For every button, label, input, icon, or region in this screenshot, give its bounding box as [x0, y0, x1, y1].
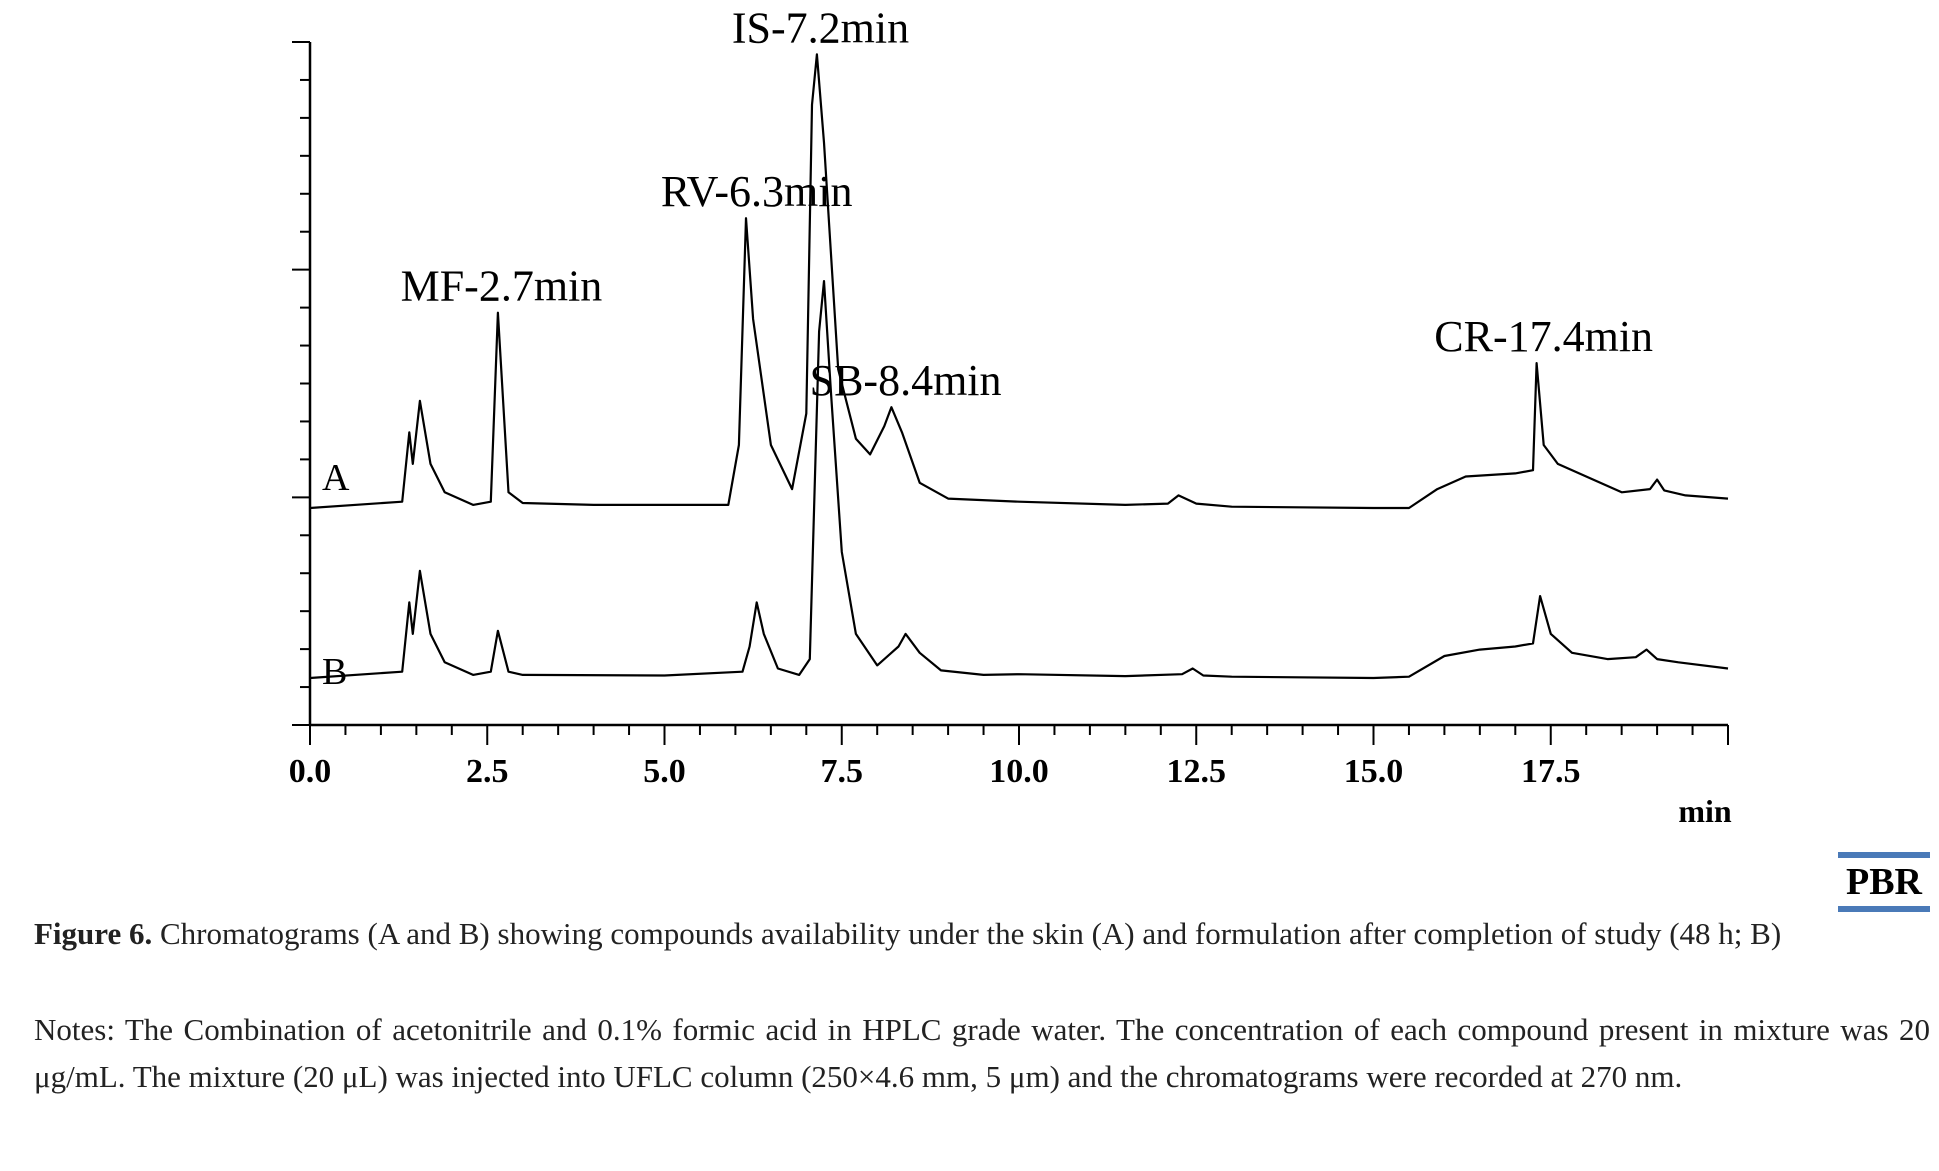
figure-notes: Notes: The Combination of acetonitrile a… [34, 1012, 1930, 1094]
trace-label-b: B [322, 651, 347, 693]
chart-traces [309, 53, 1729, 680]
x-tick-label: 10.0 [989, 753, 1049, 790]
figure-label: Figure 6. [34, 916, 153, 951]
figure-caption: Figure 6. Chromatograms (A and B) showin… [34, 910, 1930, 957]
chromatogram-chart: 0.0 2.5 5.0 7.5 10.0 12.5 15.0 17.5 min A B MF-2.7m… [289, 3, 1732, 829]
x-tick-label: 2.5 [466, 753, 509, 790]
peak-label: IS-7.2min [732, 3, 909, 52]
trace-b [309, 280, 1729, 680]
trace-label-a: A [322, 457, 350, 499]
trace-a [309, 53, 1729, 510]
peak-label: MF-2.7min [401, 262, 603, 311]
x-tick-label: 12.5 [1167, 753, 1227, 790]
x-axis-unit: min [1678, 793, 1732, 829]
figure-caption-text: Chromatograms (A and B) showing compound… [152, 916, 1782, 951]
peak-label: RV-6.3min [661, 167, 853, 216]
x-tick-label: 5.0 [643, 753, 686, 790]
peak-label: SB-8.4min [810, 356, 1002, 405]
peak-label: CR-17.4min [1434, 312, 1653, 361]
x-tick-label: 7.5 [821, 753, 864, 790]
pbr-logo: PBR [1838, 852, 1930, 912]
x-tick-label: 17.5 [1521, 753, 1581, 790]
chart-labels: 0.0 2.5 5.0 7.5 10.0 12.5 15.0 17.5 min A B MF-2.7m… [289, 3, 1732, 829]
chart-axes [292, 41, 1729, 745]
x-tick-label: 0.0 [289, 753, 332, 790]
x-tick-label: 15.0 [1344, 753, 1404, 790]
